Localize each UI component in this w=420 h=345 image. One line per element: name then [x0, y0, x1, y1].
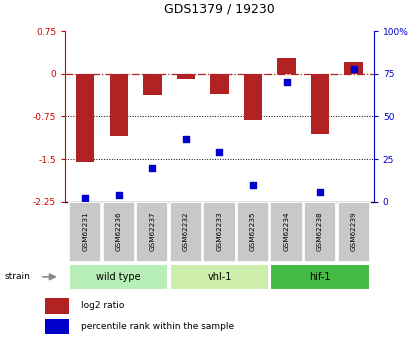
Text: GDS1379 / 19230: GDS1379 / 19230 — [164, 2, 275, 16]
Text: log2 ratio: log2 ratio — [81, 301, 124, 310]
Bar — [45, 318, 69, 334]
Bar — [338, 202, 370, 262]
Bar — [210, 74, 228, 93]
Bar — [311, 74, 329, 134]
Text: GSM62233: GSM62233 — [216, 211, 223, 250]
Bar — [76, 74, 94, 162]
Bar — [136, 202, 168, 262]
Text: strain: strain — [4, 272, 30, 282]
Text: vhl-1: vhl-1 — [207, 272, 232, 282]
Text: GSM62235: GSM62235 — [250, 211, 256, 250]
Bar — [69, 202, 101, 262]
Bar — [110, 74, 128, 136]
Bar — [177, 74, 195, 79]
Point — [350, 66, 357, 71]
Bar — [344, 62, 363, 74]
Point — [283, 79, 290, 85]
Text: GSM62231: GSM62231 — [82, 211, 88, 250]
Text: percentile rank within the sample: percentile rank within the sample — [81, 322, 234, 331]
Bar — [69, 264, 168, 290]
Bar — [277, 58, 296, 74]
Bar — [203, 202, 236, 262]
Point — [149, 165, 156, 170]
Bar — [170, 264, 269, 290]
Text: GSM62236: GSM62236 — [116, 211, 122, 250]
Text: wild type: wild type — [97, 272, 141, 282]
Text: GSM62232: GSM62232 — [183, 211, 189, 250]
Text: GSM62234: GSM62234 — [284, 211, 289, 250]
Point — [82, 196, 89, 201]
Bar — [270, 264, 370, 290]
Point — [116, 192, 122, 198]
Bar — [102, 202, 135, 262]
Point — [249, 182, 256, 187]
Text: GSM62238: GSM62238 — [317, 211, 323, 250]
Text: GSM62237: GSM62237 — [150, 211, 155, 250]
Point — [317, 189, 323, 194]
Bar — [170, 202, 202, 262]
Text: hif-1: hif-1 — [310, 272, 331, 282]
Bar — [270, 202, 303, 262]
Bar — [304, 202, 336, 262]
Point — [216, 149, 223, 155]
Bar — [45, 298, 69, 314]
Bar — [237, 202, 269, 262]
Text: GSM62239: GSM62239 — [351, 211, 357, 250]
Bar — [143, 74, 162, 95]
Bar — [244, 74, 262, 120]
Point — [183, 136, 189, 141]
